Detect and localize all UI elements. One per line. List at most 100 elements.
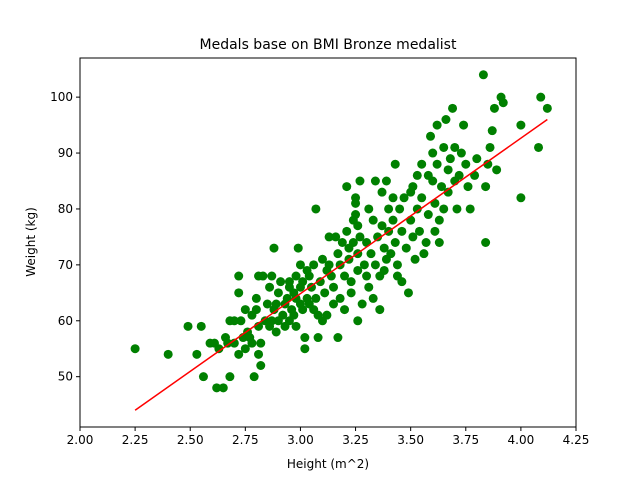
data-point bbox=[432, 120, 442, 130]
data-point bbox=[254, 349, 264, 359]
data-point bbox=[459, 120, 469, 130]
data-point bbox=[326, 271, 336, 281]
data-point bbox=[434, 238, 444, 247]
data-point bbox=[516, 193, 526, 203]
data-point bbox=[384, 204, 394, 214]
data-point bbox=[368, 215, 378, 225]
data-point bbox=[333, 333, 343, 343]
x-tick-label: 2.00 bbox=[67, 433, 94, 447]
data-point bbox=[419, 249, 429, 259]
data-point bbox=[229, 338, 239, 348]
data-point bbox=[377, 187, 387, 197]
data-point bbox=[368, 293, 378, 303]
data-point bbox=[273, 288, 283, 298]
data-point bbox=[366, 249, 376, 259]
data-point bbox=[278, 310, 288, 320]
data-point bbox=[448, 103, 458, 113]
y-tick-label: 100 bbox=[50, 90, 73, 104]
data-point bbox=[397, 226, 407, 236]
data-point bbox=[262, 299, 272, 309]
data-point bbox=[412, 204, 422, 214]
data-point bbox=[342, 182, 352, 192]
data-point bbox=[463, 182, 473, 192]
data-point bbox=[236, 316, 246, 326]
data-point bbox=[461, 159, 471, 169]
data-point bbox=[269, 243, 279, 253]
data-point bbox=[163, 349, 173, 359]
data-point bbox=[289, 310, 299, 320]
data-point bbox=[304, 271, 314, 281]
data-point bbox=[406, 215, 416, 225]
data-point bbox=[298, 305, 308, 315]
y-tick-label: 60 bbox=[58, 314, 73, 328]
data-point bbox=[300, 333, 310, 343]
data-point bbox=[388, 193, 398, 203]
data-point bbox=[536, 92, 546, 102]
data-point bbox=[390, 159, 400, 169]
data-point bbox=[472, 154, 482, 164]
data-point bbox=[481, 182, 491, 192]
data-point bbox=[324, 232, 334, 242]
data-point bbox=[342, 226, 352, 236]
data-point bbox=[445, 154, 455, 164]
data-point bbox=[293, 243, 303, 253]
data-point bbox=[329, 299, 339, 309]
data-point bbox=[130, 344, 140, 354]
data-point bbox=[291, 271, 301, 281]
data-point bbox=[256, 338, 266, 348]
data-point bbox=[430, 226, 440, 236]
data-point bbox=[351, 210, 361, 220]
data-point bbox=[317, 254, 327, 264]
data-point bbox=[359, 260, 369, 270]
data-point bbox=[370, 176, 380, 186]
data-point bbox=[340, 305, 350, 315]
data-point bbox=[432, 159, 442, 169]
data-point bbox=[478, 70, 488, 80]
data-point bbox=[214, 344, 224, 354]
data-point bbox=[437, 182, 447, 192]
data-point bbox=[234, 288, 244, 298]
data-point bbox=[426, 131, 436, 141]
data-point bbox=[399, 193, 409, 203]
data-point bbox=[234, 349, 244, 359]
data-point bbox=[434, 215, 444, 225]
data-point bbox=[346, 277, 356, 287]
data-point bbox=[251, 305, 261, 315]
data-point bbox=[355, 176, 365, 186]
y-axis-label: Weight (kg) bbox=[24, 207, 38, 277]
data-point bbox=[454, 170, 464, 180]
data-point bbox=[357, 299, 367, 309]
data-point bbox=[229, 316, 239, 326]
data-point bbox=[439, 204, 449, 214]
data-point bbox=[534, 142, 544, 152]
data-point bbox=[337, 238, 347, 247]
data-point bbox=[324, 260, 334, 270]
data-point bbox=[377, 221, 387, 231]
data-point bbox=[256, 361, 266, 370]
data-point bbox=[364, 204, 374, 214]
y-tick-label: 90 bbox=[58, 146, 73, 160]
data-point bbox=[516, 120, 526, 130]
y-axis: 50 60 70 80 90 100 bbox=[50, 90, 80, 384]
data-point bbox=[370, 260, 380, 270]
x-tick-label: 3.25 bbox=[342, 433, 369, 447]
data-point bbox=[417, 193, 427, 203]
x-tick-label: 2.25 bbox=[122, 433, 149, 447]
data-point bbox=[333, 249, 343, 259]
data-point bbox=[353, 316, 363, 326]
data-point bbox=[225, 372, 235, 382]
y-tick-label: 70 bbox=[58, 258, 73, 272]
data-point bbox=[353, 221, 363, 231]
x-tick-label: 2.75 bbox=[232, 433, 259, 447]
data-point bbox=[421, 238, 431, 247]
data-point bbox=[441, 115, 451, 124]
data-point bbox=[381, 176, 391, 186]
data-point bbox=[355, 232, 365, 242]
data-point bbox=[390, 238, 400, 247]
data-point bbox=[249, 372, 259, 382]
data-point bbox=[439, 142, 449, 152]
data-point bbox=[373, 232, 383, 242]
data-point bbox=[487, 126, 497, 136]
